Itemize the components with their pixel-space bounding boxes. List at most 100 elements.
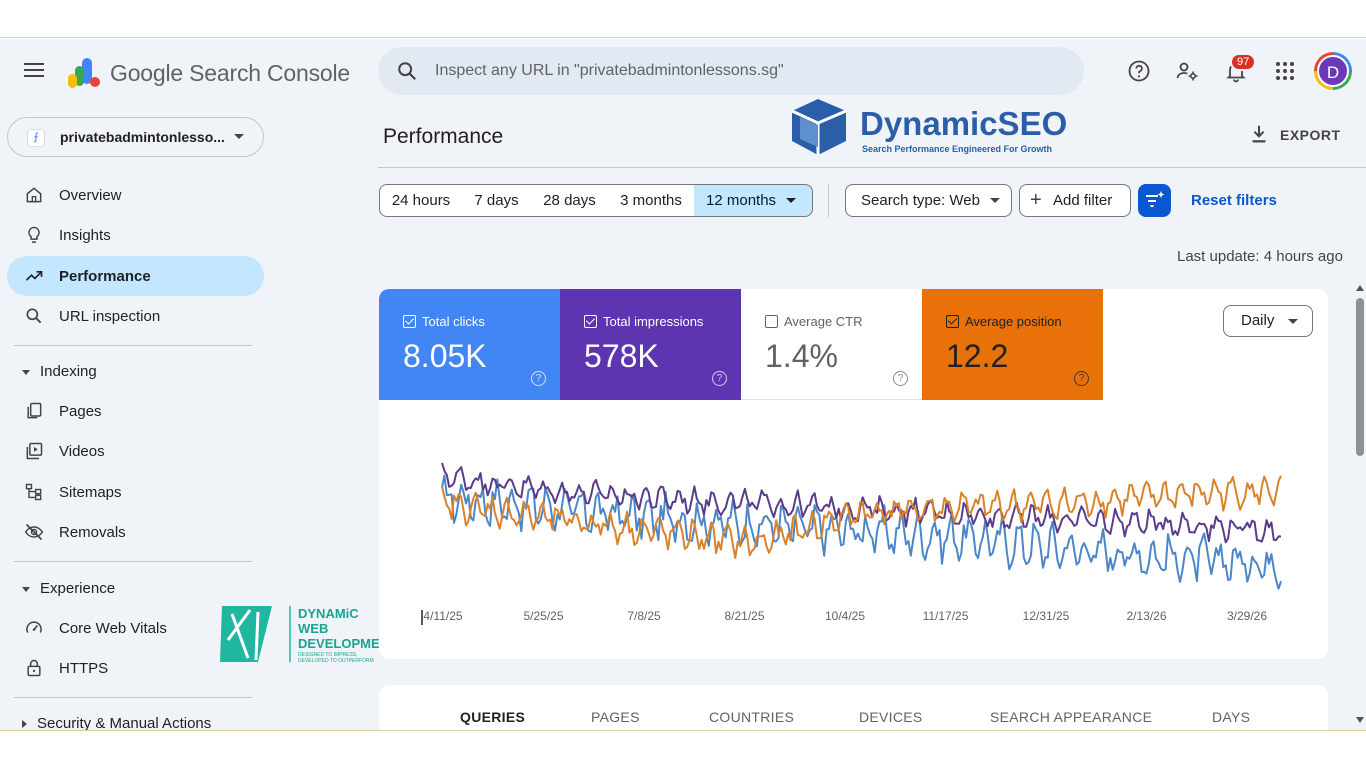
- sidebar-item-removals[interactable]: Removals: [7, 512, 264, 552]
- export-button[interactable]: EXPORT: [1248, 123, 1340, 150]
- video-icon: [26, 442, 43, 460]
- series-line-average-position: [441, 475, 1282, 559]
- granularity-label: Daily: [1241, 312, 1275, 329]
- help-icon[interactable]: [1127, 59, 1151, 83]
- selected-range-label: 12 months: [706, 192, 777, 209]
- caret-down-icon: [22, 586, 30, 592]
- scroll-up-icon[interactable]: [1356, 285, 1364, 291]
- tab-queries[interactable]: QUERIES: [460, 709, 526, 725]
- search-type-chip[interactable]: Search type: Web: [845, 184, 1012, 217]
- metric-average-ctr[interactable]: Average CTR 1.4% ?: [741, 289, 922, 400]
- range-24-hours[interactable]: 24 hours: [379, 184, 463, 217]
- metric-value: 578K: [584, 338, 659, 374]
- add-filter-button[interactable]: + Add filter: [1019, 184, 1131, 217]
- help-icon[interactable]: ?: [1074, 371, 1089, 386]
- property-favicon-icon: ⨍: [27, 129, 45, 147]
- dwd-line2: WEB: [298, 621, 328, 636]
- caret-down-icon: [1288, 319, 1298, 324]
- checkbox-checked-icon: [584, 315, 597, 328]
- metric-label: Average CTR: [784, 314, 863, 329]
- account-avatar[interactable]: D: [1314, 52, 1352, 90]
- apps-grid-icon[interactable]: [1273, 59, 1297, 83]
- sidebar-item-label: HTTPS: [59, 660, 109, 677]
- help-icon[interactable]: ?: [531, 371, 546, 386]
- x-tick-label: 7/8/25: [627, 609, 661, 623]
- range-28-days[interactable]: 28 days: [531, 184, 609, 217]
- section-label: Experience: [40, 580, 116, 597]
- performance-line-chart: 4/11/25 5/25/25 7/8/25 8/21/25 10/4/25 11/17/…: [421, 462, 1282, 625]
- sidebar-section-security[interactable]: Security & Manual Actions: [22, 715, 211, 730]
- sidebar-item-videos[interactable]: Videos: [7, 431, 264, 471]
- sidebar-item-core-web-vitals[interactable]: Core Web Vitals: [7, 608, 264, 648]
- scroll-down-icon[interactable]: [1356, 717, 1364, 723]
- menu-icon[interactable]: [22, 59, 46, 83]
- tab-pages[interactable]: PAGES: [591, 709, 640, 725]
- sidebar-item-label: Insights: [59, 227, 111, 244]
- url-inspect-input[interactable]: [435, 60, 1055, 82]
- dwd-line3: DEVELOPMENT: [298, 636, 397, 651]
- sidebar-item-insights[interactable]: Insights: [7, 215, 264, 255]
- sidebar-item-sitemaps[interactable]: Sitemaps: [7, 472, 264, 512]
- avatar-letter: D: [1317, 55, 1349, 87]
- metric-label: Total impressions: [603, 314, 704, 329]
- pages-icon: [27, 402, 42, 419]
- browser-top-strip: [0, 0, 1366, 38]
- checkbox-checked-icon: [946, 315, 959, 328]
- granularity-dropdown[interactable]: Daily: [1223, 305, 1313, 337]
- x-tick-label: 5/25/25: [523, 609, 563, 623]
- tab-search-appearance[interactable]: SEARCH APPEARANCE: [990, 709, 1153, 725]
- x-tick-label: 2/13/26: [1126, 609, 1166, 623]
- sidebar-item-label: URL inspection: [59, 308, 161, 325]
- plus-icon: +: [1030, 189, 1042, 211]
- sidebar-item-pages[interactable]: Pages: [7, 391, 264, 431]
- help-icon[interactable]: ?: [712, 371, 727, 386]
- x-tick-label: 12/31/25: [1023, 609, 1070, 623]
- sidebar-item-performance[interactable]: Performance: [7, 256, 264, 296]
- sidebar-item-label: Performance: [59, 268, 151, 285]
- scrollbar-thumb[interactable]: [1356, 298, 1364, 456]
- main-scrollbar[interactable]: [1354, 282, 1366, 730]
- sidebar-item-label: Removals: [59, 524, 126, 541]
- notification-badge: 97: [1230, 53, 1257, 71]
- metric-total-impressions[interactable]: Total impressions 578K ?: [560, 289, 741, 400]
- filter-separator: [828, 184, 829, 217]
- dynamic-seo-tagline: Search Performance Engineered For Growth: [862, 144, 1052, 154]
- url-inspect-search[interactable]: [378, 47, 1084, 95]
- trending-up-icon: [25, 271, 43, 281]
- section-label: Indexing: [40, 363, 97, 380]
- sidebar-item-https[interactable]: HTTPS: [7, 648, 264, 688]
- filter-settings-button[interactable]: [1138, 184, 1171, 217]
- sidebar-section-experience[interactable]: Experience: [22, 580, 115, 597]
- sidebar-divider: [14, 561, 252, 562]
- sidebar-item-label: Core Web Vitals: [59, 620, 167, 637]
- tab-countries[interactable]: COUNTRIES: [709, 709, 795, 725]
- property-selector[interactable]: ⨍ privatebadmintonlesso...: [7, 117, 264, 157]
- caret-right-icon: [22, 720, 27, 729]
- range-12-months[interactable]: 12 months: [694, 184, 813, 217]
- search-console-logo-icon: [68, 58, 100, 88]
- dynamic-seo-watermark: DynamicSEO Search Performance Engineered…: [791, 99, 1067, 155]
- property-name: privatebadmintonlesso...: [60, 129, 225, 145]
- series-line-total-clicks: [441, 474, 1282, 590]
- gauge-icon: [26, 621, 42, 633]
- metric-average-position[interactable]: Average position 12.2 ?: [922, 289, 1103, 400]
- tab-days[interactable]: DAYS: [1212, 709, 1251, 725]
- reset-filters-link[interactable]: Reset filters: [1191, 192, 1277, 209]
- range-7-days[interactable]: 7 days: [462, 184, 532, 217]
- dynamic-web-development-watermark: DYNAMiC WEB DEVELOPMENT DESIGNED TO IMPR…: [220, 606, 397, 664]
- add-filter-label: Add filter: [1053, 192, 1113, 209]
- help-icon[interactable]: ?: [893, 371, 908, 386]
- sidebar-item-label: Pages: [59, 403, 102, 420]
- metric-total-clicks[interactable]: Total clicks 8.05K ?: [379, 289, 560, 400]
- sidebar-section-indexing[interactable]: Indexing: [22, 363, 97, 380]
- sidebar-item-overview[interactable]: Overview: [7, 175, 264, 215]
- manage-users-icon[interactable]: [1175, 59, 1199, 83]
- last-update-text: Last update: 4 hours ago: [1177, 248, 1343, 265]
- sidebar-item-url-inspection[interactable]: URL inspection: [7, 296, 264, 336]
- x-tick-label: 4/11/25: [423, 609, 462, 623]
- performance-chart-card: Total clicks 8.05K ? Total impressions 5…: [379, 289, 1328, 659]
- lock-icon: [27, 659, 41, 677]
- chevron-down-icon: [234, 134, 244, 139]
- range-3-months[interactable]: 3 months: [608, 184, 695, 217]
- tab-devices[interactable]: DEVICES: [859, 709, 923, 725]
